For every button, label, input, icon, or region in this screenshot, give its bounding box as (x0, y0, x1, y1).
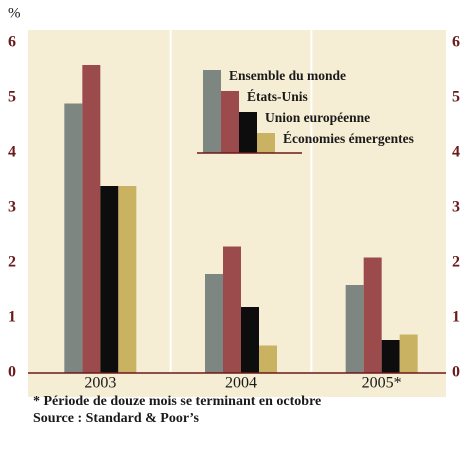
y-tick-label: 0 (8, 364, 16, 381)
legend-label: Ensemble du monde (229, 68, 346, 83)
bar (241, 307, 259, 373)
x-tick-label: 2003 (84, 375, 116, 392)
y-tick-label: 3 (8, 199, 16, 216)
bar (399, 334, 418, 373)
bar (205, 274, 223, 373)
bar (82, 65, 101, 373)
y-tick-label: 1 (8, 309, 16, 326)
bar (100, 186, 119, 373)
y-axis-label: % (8, 5, 21, 21)
y-tick-label: 2 (8, 254, 16, 271)
y2-tick-label: 3 (452, 199, 460, 216)
legend-swatch (221, 91, 239, 153)
y2-tick-label: 0 (452, 364, 460, 381)
bar (381, 340, 400, 373)
legend-swatch (239, 112, 257, 153)
y-tick-label: 4 (8, 144, 16, 161)
y2-tick-label: 1 (452, 309, 460, 326)
y-tick-label: 6 (8, 34, 16, 51)
bar (259, 345, 277, 373)
legend-swatch (203, 70, 221, 153)
bar (223, 246, 241, 373)
x-tick-label: 2005* (362, 375, 402, 392)
legend-label: Économies émergentes (283, 131, 414, 146)
bar (345, 285, 364, 373)
x-tick-label: 2004 (225, 375, 257, 392)
y2-tick-label: 2 (452, 254, 460, 271)
legend-label: États-Unis (247, 89, 308, 104)
y-tick-label: 5 (8, 89, 16, 106)
y2-tick-label: 4 (452, 144, 460, 161)
y2-tick-label: 6 (452, 34, 460, 51)
footnote: * Période de douze mois se terminant en … (33, 394, 321, 409)
bar (118, 186, 137, 373)
legend-swatch (257, 133, 275, 153)
bar (64, 103, 83, 373)
bar (363, 257, 382, 373)
footnote: Source : Standard & Poor’s (33, 411, 199, 426)
legend-label: Union européenne (265, 110, 370, 125)
y2-tick-label: 5 (452, 89, 460, 106)
